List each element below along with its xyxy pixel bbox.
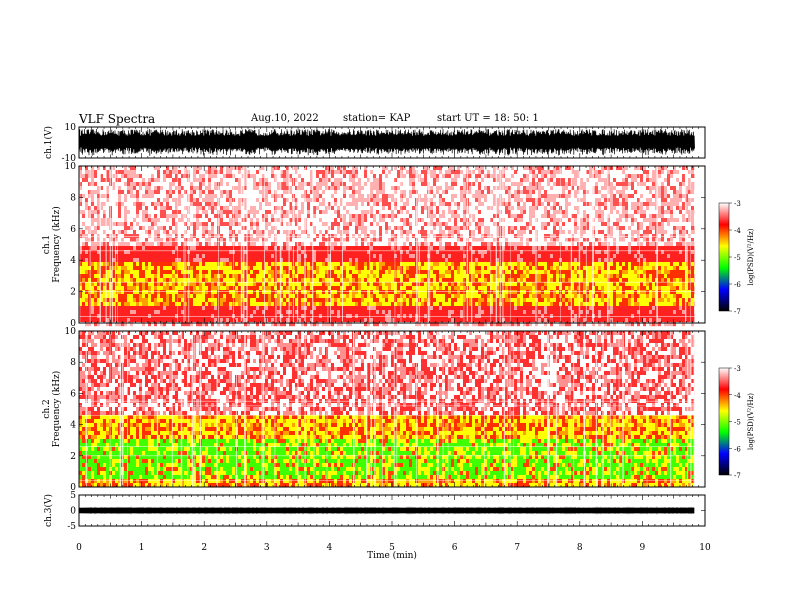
y-tick-label: 0	[70, 319, 76, 329]
y-tick-label: 0	[70, 507, 76, 517]
y-tick-label: 8	[70, 358, 76, 368]
colorbar-ch2	[718, 367, 730, 476]
y-tick-label: -10	[62, 154, 77, 164]
y-tick-label: 6	[70, 389, 76, 399]
y-axis-label: ch.1(V)	[43, 126, 54, 159]
y-tick-label: 4	[70, 256, 76, 266]
y-tick-label: 0	[70, 483, 76, 493]
x-tick-label: 10	[699, 543, 711, 553]
y-tick-label: 8	[70, 193, 76, 203]
x-tick-label: 1	[139, 543, 145, 553]
y-tick-label: 5	[70, 491, 76, 501]
start-time-label: start UT = 18: 50: 1	[437, 113, 539, 124]
x-tick-label: 8	[577, 543, 583, 553]
y-tick-label: 10	[65, 327, 77, 337]
y-tick-label: 10	[65, 162, 77, 172]
colorbar-tick-label: -7	[734, 308, 741, 316]
y-tick-label: 2	[70, 288, 76, 298]
x-tick-label: 9	[640, 543, 646, 553]
colorbar-tick-label: -6	[734, 281, 741, 289]
colorbar-tick-label: -5	[734, 254, 741, 262]
x-tick-label: 0	[76, 543, 82, 553]
ch1-spectrogram-image	[79, 166, 705, 327]
ch3-waveform-trace	[79, 507, 695, 514]
x-tick-label: 3	[264, 543, 270, 553]
y-tick-label: 6	[70, 225, 76, 235]
colorbar-tick-label: -3	[734, 365, 741, 373]
y-tick-label: 10	[65, 123, 77, 133]
x-tick-label: 4	[327, 543, 333, 553]
colorbar-tick-label: -7	[734, 472, 741, 480]
ch1-waveform-trace	[78, 128, 695, 156]
y-axis-label: ch.1Frequency (kHz)	[42, 206, 62, 283]
colorbar-tick-label: -6	[734, 445, 741, 453]
colorbar-tick-label: -4	[734, 392, 741, 400]
figure-title: VLF Spectra	[79, 112, 156, 126]
colorbar-ch1	[718, 202, 730, 312]
date-label: Aug.10, 2022	[251, 113, 319, 124]
colorbar-label: log(PSD)(V²/Hz)	[747, 228, 755, 285]
colorbar-tick-label: -5	[734, 419, 741, 427]
colorbar-tick-label: -4	[734, 227, 741, 235]
colorbar-tick-label: -3	[734, 200, 741, 208]
y-axis-label: ch.3(V)	[43, 494, 54, 527]
spectrogram-blank	[694, 331, 705, 487]
colorbar-label: log(PSD)(V²/Hz)	[747, 393, 755, 450]
spectrogram-blank	[694, 166, 705, 323]
x-axis-label: Time (min)	[367, 550, 417, 561]
y-tick-label: 2	[70, 452, 76, 462]
x-tick-label: 5	[389, 543, 395, 553]
ch2-spectrogram-image	[79, 331, 705, 488]
y-tick-label: -5	[67, 522, 76, 532]
station-label: station= KAP	[343, 113, 411, 124]
x-tick-label: 7	[514, 543, 520, 553]
x-tick-label: 6	[452, 543, 458, 553]
y-axis-label: ch.2Frequency (kHz)	[42, 371, 62, 448]
y-tick-label: 4	[70, 421, 76, 431]
x-tick-label: 2	[201, 543, 207, 553]
